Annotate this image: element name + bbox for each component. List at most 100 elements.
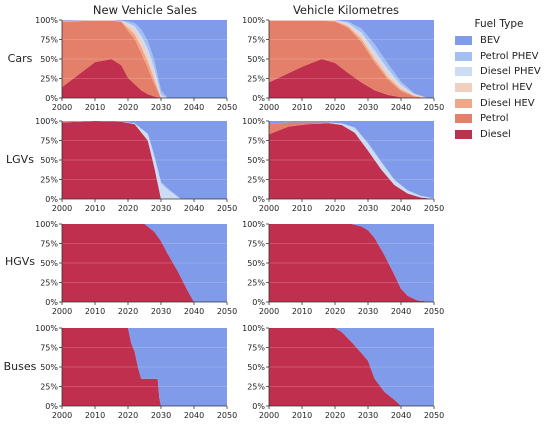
x-tick-label: 2040 (391, 307, 411, 316)
y-tick-label: 25% (247, 279, 265, 288)
panel-cars-new-vehicle-sales: 0% 25% 50% 75% 100% 2000 2010 2020 2030 2040 2050 (35, 16, 237, 112)
x-tick-label: 2050 (424, 307, 444, 316)
x-tick-label: 2020 (118, 204, 138, 213)
y-tick-label: 50% (40, 156, 58, 165)
area-petrol (269, 20, 434, 99)
x-tick-label: 2010 (292, 411, 312, 420)
y-tick-label: 25% (40, 383, 58, 392)
area-bev (62, 20, 227, 98)
x-tick-label: 2040 (184, 411, 204, 420)
y-tick-label: 25% (40, 75, 58, 84)
legend-label-bev: BEV (480, 35, 501, 47)
legend-swatch-bev (455, 36, 472, 46)
y-tick-label: 0% (252, 298, 265, 307)
y-tick-label: 75% (247, 137, 265, 146)
legend-item-petrol-phev: Petrol PHEV (455, 49, 543, 65)
legend-item-bev: BEV (455, 33, 543, 49)
x-tick-label: 2000 (52, 103, 72, 112)
y-tick-label: 0% (252, 195, 265, 204)
y-tick-label: 100% (242, 324, 265, 333)
y-tick-label: 0% (45, 402, 58, 411)
area-bev (269, 328, 434, 406)
area-bev (62, 121, 227, 199)
panel-cars-vehicle-kilometres: 0% 25% 50% 75% 100% 2000 2010 2020 2030 2040 2050 (242, 16, 444, 112)
area-petrol-phev (62, 20, 227, 98)
area-diesel (269, 123, 434, 199)
legend-swatch-petrol-hev (455, 83, 472, 93)
x-tick-label: 2020 (118, 103, 138, 112)
x-tick-label: 2040 (391, 411, 411, 420)
x-tick-label: 2010 (85, 204, 105, 213)
x-tick-label: 2050 (424, 103, 444, 112)
x-tick-label: 2050 (424, 411, 444, 420)
y-tick-label: 25% (247, 383, 265, 392)
area-petrol-hev (269, 20, 434, 98)
x-tick-label: 2050 (217, 307, 237, 316)
y-tick-label: 0% (252, 94, 265, 103)
legend-label-petrol: Petrol (480, 113, 509, 125)
x-tick-label: 2050 (217, 103, 237, 112)
y-tick-label: 50% (40, 259, 58, 268)
area-diesel-hev (62, 20, 227, 99)
row-label-lgvs: LGVs (6, 153, 34, 166)
y-tick-label: 100% (242, 16, 265, 25)
y-tick-label: 100% (35, 324, 58, 333)
x-tick-label: 2020 (325, 103, 345, 112)
y-tick-label: 50% (40, 363, 58, 372)
legend-title: Fuel Type (474, 18, 524, 30)
legend: Fuel Type BEV Petrol PHEV Diesel PHEV Pe… (455, 18, 543, 142)
y-tick-label: 75% (40, 344, 58, 353)
y-tick-label: 100% (242, 220, 265, 229)
x-tick-label: 2010 (85, 103, 105, 112)
column-title-new-vehicle-sales: New Vehicle Sales (92, 3, 198, 17)
y-tick-label: 100% (35, 220, 58, 229)
area-diesel (62, 328, 227, 406)
row-label-hgvs: HGVs (4, 255, 36, 268)
x-tick-label: 2030 (151, 307, 171, 316)
column-title-vehicle-kilometres: Vehicle Kilometres (292, 3, 400, 17)
x-tick-label: 2000 (259, 204, 279, 213)
area-diesel (62, 224, 227, 302)
area-diesel (269, 224, 434, 302)
y-tick-label: 50% (247, 55, 265, 64)
x-tick-label: 2040 (391, 204, 411, 213)
x-tick-label: 2020 (325, 307, 345, 316)
x-tick-label: 2000 (52, 204, 72, 213)
area-diesel (62, 59, 227, 98)
x-tick-label: 2050 (217, 411, 237, 420)
y-tick-label: 75% (247, 240, 265, 249)
legend-item-petrol: Petrol (455, 111, 543, 127)
panel-buses-new-vehicle-sales: 0% 25% 50% 75% 100% 2000 2010 2020 2030 2040 2050 (35, 324, 237, 420)
x-tick-label: 2030 (358, 411, 378, 420)
x-tick-label: 2030 (151, 411, 171, 420)
y-tick-label: 75% (247, 344, 265, 353)
y-tick-label: 75% (40, 137, 58, 146)
legend-item-diesel: Diesel (455, 127, 543, 143)
y-tick-label: 75% (40, 240, 58, 249)
x-tick-label: 2000 (52, 307, 72, 316)
x-tick-label: 2000 (52, 411, 72, 420)
x-tick-label: 2030 (358, 204, 378, 213)
y-tick-label: 0% (45, 195, 58, 204)
legend-swatch-diesel (455, 129, 472, 139)
legend-label-petrol-phev: Petrol PHEV (480, 50, 539, 62)
x-tick-label: 2010 (292, 204, 312, 213)
y-tick-label: 25% (40, 176, 58, 185)
area-diesel (62, 121, 227, 199)
legend-swatch-diesel-phev (455, 67, 472, 77)
x-tick-label: 2050 (217, 204, 237, 213)
x-tick-label: 2000 (259, 307, 279, 316)
x-tick-label: 2010 (85, 411, 105, 420)
x-tick-label: 2040 (184, 103, 204, 112)
x-tick-label: 2020 (325, 204, 345, 213)
x-tick-label: 2000 (259, 103, 279, 112)
y-tick-label: 100% (35, 117, 58, 126)
x-tick-label: 2050 (424, 204, 444, 213)
y-tick-label: 100% (242, 117, 265, 126)
x-tick-label: 2000 (259, 411, 279, 420)
x-tick-label: 2010 (85, 307, 105, 316)
x-tick-label: 2030 (358, 103, 378, 112)
y-tick-label: 25% (40, 279, 58, 288)
y-tick-label: 25% (247, 75, 265, 84)
